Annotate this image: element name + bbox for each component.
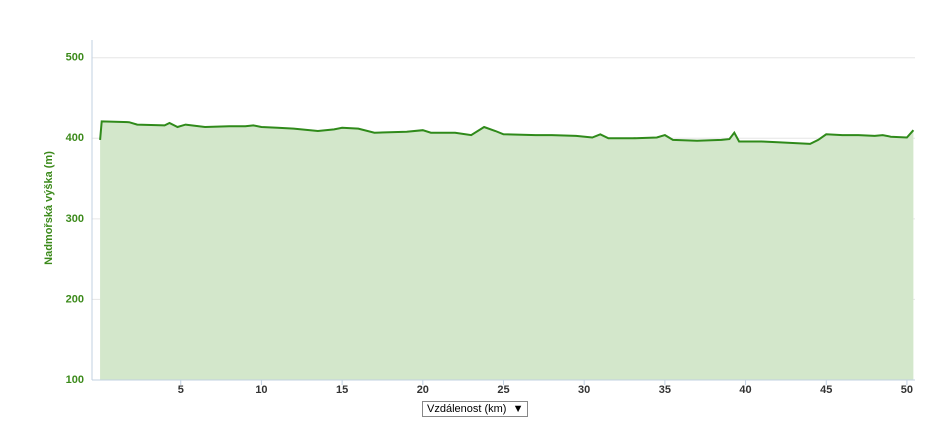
y-tick-label: 500 bbox=[66, 52, 84, 64]
x-tick-label: 15 bbox=[336, 384, 348, 396]
x-tick-label: 5 bbox=[178, 384, 184, 396]
x-tick-label: 10 bbox=[255, 384, 267, 396]
x-tick-label: 35 bbox=[659, 384, 671, 396]
y-tick-label: 100 bbox=[66, 374, 84, 386]
x-tick-label: 50 bbox=[901, 384, 913, 396]
y-tick-label: 300 bbox=[66, 213, 84, 225]
y-tick-label: 400 bbox=[66, 132, 84, 144]
x-tick-label: 30 bbox=[578, 384, 590, 396]
x-tick-label: 45 bbox=[820, 384, 832, 396]
y-axis-label: Nadmořská výška (m) bbox=[43, 151, 55, 265]
x-tick-label: 25 bbox=[497, 384, 509, 396]
y-tick-label: 200 bbox=[66, 293, 84, 305]
area bbox=[100, 121, 914, 381]
x-axis-label: Vzdálenost (km) bbox=[427, 403, 507, 415]
x-axis-dropdown[interactable]: Vzdálenost (km) ▼ bbox=[422, 401, 529, 417]
x-tick-label: 40 bbox=[739, 384, 751, 396]
line bbox=[99, 120, 915, 145]
x-tick-label: 20 bbox=[417, 384, 429, 396]
